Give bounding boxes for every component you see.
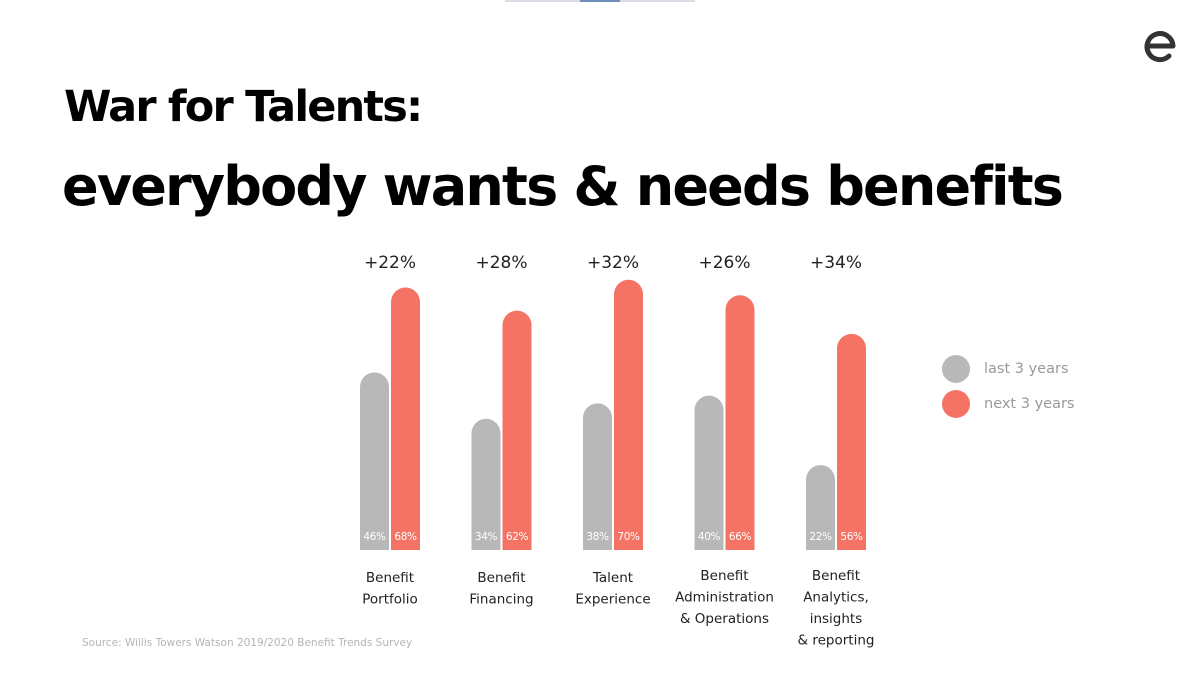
bar-value-label-next-2: 70% — [617, 531, 640, 543]
category-label-3-2: & Operations — [680, 611, 769, 627]
bar-next-1 — [502, 310, 532, 550]
category-label-2-0: Talent — [592, 570, 633, 586]
category-label-4-2: insights — [810, 611, 863, 627]
legend-dot-next — [942, 390, 970, 418]
category-label-0-1: Portfolio — [362, 592, 418, 608]
bar-value-label-last-0: 46% — [363, 531, 386, 543]
category-label-3-0: Benefit — [700, 568, 748, 584]
category-label-4-1: Analytics, — [803, 590, 869, 606]
top-progress-accent — [580, 0, 620, 2]
bar-value-label-next-4: 56% — [840, 531, 863, 543]
category-label-3-1: Administration — [675, 590, 774, 606]
bar-value-label-last-3: 40% — [698, 531, 721, 543]
category-label-0-0: Benefit — [366, 570, 414, 586]
bar-next-2 — [614, 279, 643, 550]
bar-last-2 — [583, 403, 612, 550]
delta-label-2: +32% — [587, 253, 639, 273]
category-label-1-0: Benefit — [477, 570, 525, 586]
bar-next-3 — [725, 295, 755, 550]
bar-last-3 — [694, 395, 724, 550]
category-label-4-0: Benefit — [812, 568, 860, 584]
bar-value-label-next-1: 62% — [506, 531, 529, 543]
chart-legend: last 3 years next 3 years — [942, 355, 1074, 425]
category-label-2-1: Experience — [575, 592, 650, 608]
bar-last-4 — [806, 465, 835, 550]
delta-label-4: +34% — [810, 253, 862, 273]
bar-value-label-last-4: 22% — [809, 531, 832, 543]
bar-value-label-next-0: 68% — [394, 531, 417, 543]
category-label-4-3: & reporting — [798, 633, 875, 649]
bar-next-0 — [391, 287, 420, 550]
category-label-1-1: Financing — [469, 592, 533, 608]
bar-value-label-next-3: 66% — [729, 531, 752, 543]
delta-label-3: +26% — [698, 253, 750, 273]
bar-value-label-last-2: 38% — [586, 531, 609, 543]
delta-label-1: +28% — [475, 253, 527, 273]
source-note: Source: Willis Towers Watson 2019/2020 B… — [82, 637, 413, 649]
bar-last-0 — [360, 372, 389, 550]
legend-label-next: next 3 years — [984, 396, 1075, 412]
legend-item-last: last 3 years — [942, 355, 1074, 383]
bar-next-4 — [837, 333, 866, 550]
legend-dot-last — [942, 355, 970, 383]
bar-value-label-last-1: 34% — [475, 531, 498, 543]
bar-last-1 — [471, 418, 501, 550]
legend-item-next: next 3 years — [942, 390, 1074, 418]
slide-subtitle: everybody wants & needs benefits — [62, 155, 1064, 218]
e-logo-icon — [1144, 31, 1176, 63]
slide-title: War for Talents: — [64, 82, 423, 132]
legend-label-last: last 3 years — [984, 361, 1069, 377]
delta-label-0: +22% — [364, 253, 416, 273]
